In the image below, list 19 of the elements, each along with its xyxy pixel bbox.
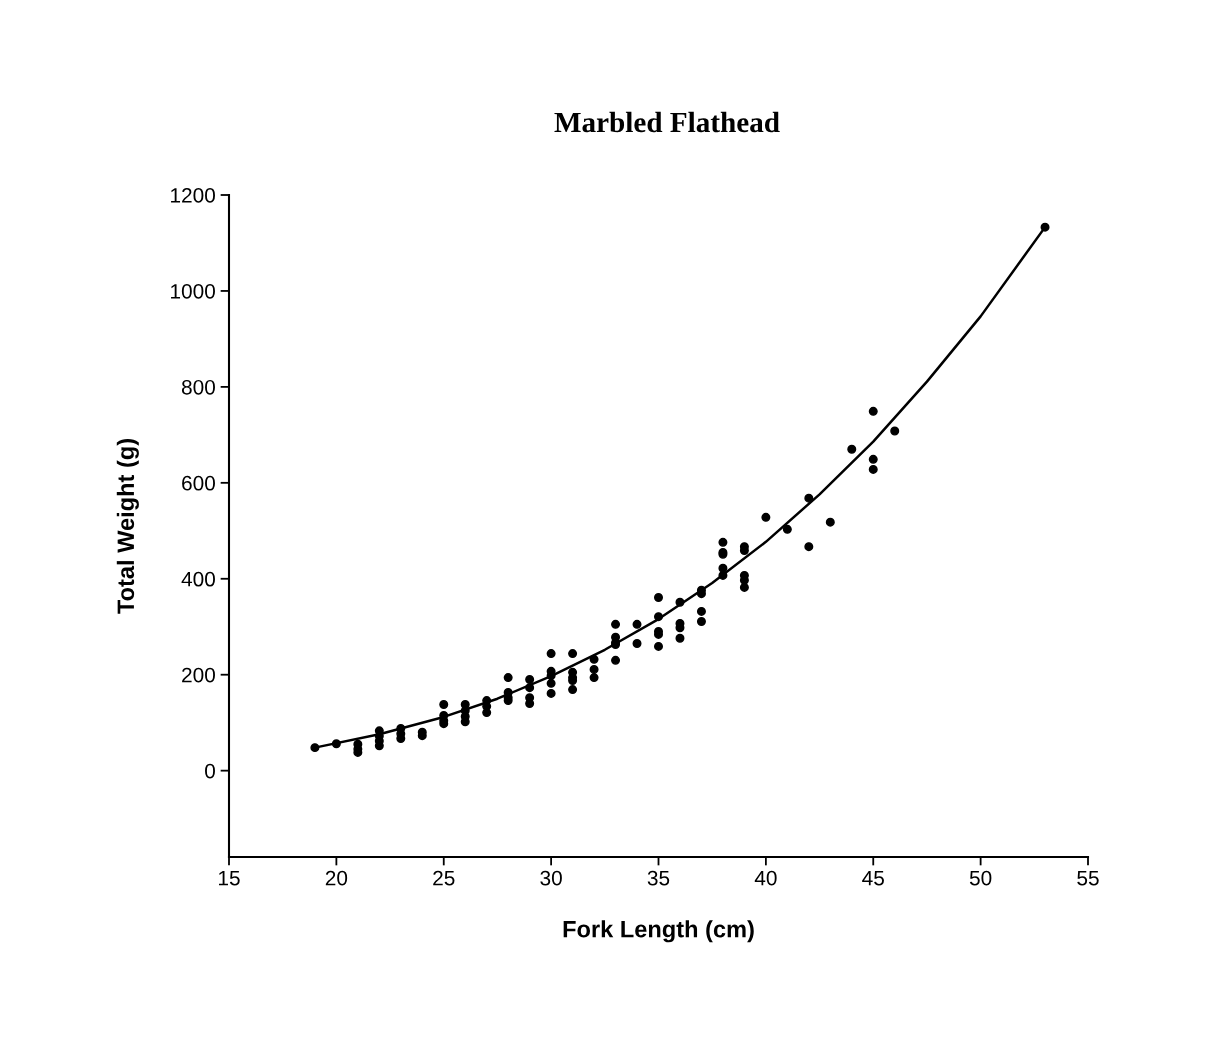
- chart-title: Marbled Flathead: [554, 111, 780, 133]
- x-axis-title: Fork Length (cm): [563, 920, 754, 943]
- x-tick-label: 30: [540, 870, 562, 886]
- y-axis-title: Total Weight (g): [116, 439, 139, 614]
- x-tick-label: 25: [433, 870, 455, 886]
- x-tick-label: 40: [754, 870, 777, 886]
- x-tick-label: 20: [325, 870, 348, 886]
- y-tick-label: 0: [205, 763, 215, 779]
- x-tick-label: 35: [647, 870, 670, 886]
- x-tick-label: 55: [1077, 870, 1099, 886]
- y-tick-label: 800: [181, 379, 215, 395]
- y-tick-label: 400: [181, 571, 215, 587]
- x-tick-label: 15: [219, 870, 240, 886]
- y-tick-label: 200: [182, 667, 215, 683]
- y-tick-label: 1200: [171, 188, 215, 203]
- x-tick-label: 45: [862, 870, 884, 886]
- y-tick-label: 600: [182, 475, 215, 491]
- y-tick-label: 1000: [171, 283, 215, 299]
- x-tick-label: 50: [969, 870, 992, 886]
